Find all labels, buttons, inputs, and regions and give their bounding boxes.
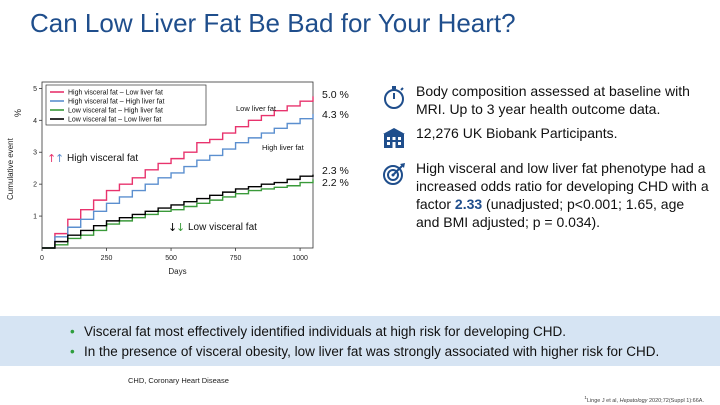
x-tick-label: 0: [40, 255, 44, 262]
findings-list: Body composition assessed at baseline wi…: [380, 82, 710, 237]
legend-box: [45, 84, 207, 126]
odds-ratio-value: 2.33: [454, 196, 483, 212]
annotation-high-liver-fat: High liver fat: [262, 143, 305, 152]
y-tick-label: 3: [33, 150, 37, 157]
finding-text: 12,276 UK Biobank Participants.: [416, 125, 618, 141]
finding-item: High visceral and low liver fat phenotyp…: [380, 159, 710, 231]
chart-area: 0 250 500 750 1000 1 2 3 4 5 Days Cumulative event%…: [0, 70, 370, 290]
down-arrow-black-icon: ↓: [168, 221, 177, 234]
finding-item: Body composition assessed at baseline wi…: [380, 82, 710, 118]
series-line: [42, 174, 314, 249]
target-icon: [383, 163, 405, 185]
series-line: [42, 179, 314, 249]
y-tick-label: 4: [33, 118, 37, 125]
conclusion-item: • In the presence of visceral obesity, lo…: [70, 342, 720, 362]
reference-note: 1Linge J et al, Hepatology 2020;72(Suppl…: [584, 395, 704, 404]
y-tick-label: 5: [33, 86, 37, 93]
y-tick-label: 1: [33, 214, 37, 221]
conclusion-band: • Visceral fat most effectively identifie…: [0, 316, 720, 366]
end-label: 4.3 %: [322, 109, 349, 121]
building-icon: [383, 128, 405, 148]
reference-rest: 2020;72(Suppl 1):66A.: [647, 397, 704, 404]
end-label: 5.0 %: [322, 89, 349, 101]
end-label: 2.2 %: [322, 177, 349, 189]
slide-title: Can Low Liver Fat Be Bad for Your Heart?: [30, 8, 516, 38]
up-arrow-blue-icon: ↑: [55, 152, 64, 165]
bullet-dot-icon: •: [70, 344, 75, 359]
stopwatch-icon: [384, 86, 404, 109]
conclusion-text: Visceral fat most effectively identified…: [84, 324, 566, 339]
reference-author: Linge J et al,: [586, 397, 620, 404]
reference-journal: Hepatology: [619, 397, 648, 404]
x-tick-label: 750: [230, 255, 242, 262]
legend-label: Low visceral fat – High liver fat: [68, 108, 163, 115]
legend-label: Low visceral fat – Low liver fat: [68, 117, 161, 124]
conclusion-item: • Visceral fat most effectively identifie…: [70, 322, 720, 342]
x-tick-label: 500: [165, 255, 177, 262]
x-axis-label: Days: [168, 267, 186, 276]
finding-text-after: (unadjusted; p<0.001; 1.65, age and BMI …: [416, 196, 685, 230]
finding-text-before: High visceral and low liver fat phenotyp…: [416, 160, 709, 212]
reference-sup: 1: [584, 395, 587, 400]
down-arrow-green-icon: ↓: [176, 221, 185, 234]
legend-label: High visceral fat – High liver fat: [68, 99, 165, 106]
km-chart: 0 250 500 750 1000 1 2 3 4 5 Days Cumulative event%…: [6, 81, 349, 276]
abbreviation-note: CHD, Coronary Heart Disease: [128, 376, 229, 385]
annotation-low-liver-fat: Low liver fat: [236, 104, 277, 113]
finding-text: High visceral and low liver fat phenotyp…: [416, 159, 710, 231]
finding-text: Body composition assessed at baseline wi…: [416, 83, 690, 117]
y-tick-label: 2: [33, 182, 37, 189]
end-label: 2.3 %: [322, 165, 349, 177]
conclusion-text: In the presence of visceral obesity, low…: [84, 344, 660, 359]
annotation-low-visceral-fat: Low visceral fat: [188, 222, 257, 233]
series-line: [42, 96, 314, 249]
x-tick-label: 250: [101, 255, 113, 262]
annotation-high-visceral-fat: High visceral fat: [67, 153, 138, 164]
plot-frame: [41, 81, 314, 249]
legend-label: High visceral fat – Low liver fat: [68, 90, 163, 97]
bullet-dot-icon: •: [70, 324, 75, 339]
y-axis-label: Cumulative event: [6, 137, 15, 200]
finding-item: 12,276 UK Biobank Participants.: [380, 124, 710, 153]
series-line: [42, 113, 314, 249]
up-arrow-red-icon: ↑: [47, 152, 56, 165]
x-tick-label: 1000: [292, 255, 308, 262]
conclusion-list: • Visceral fat most effectively identifie…: [0, 316, 720, 362]
y-axis-unit: %: [13, 109, 23, 117]
